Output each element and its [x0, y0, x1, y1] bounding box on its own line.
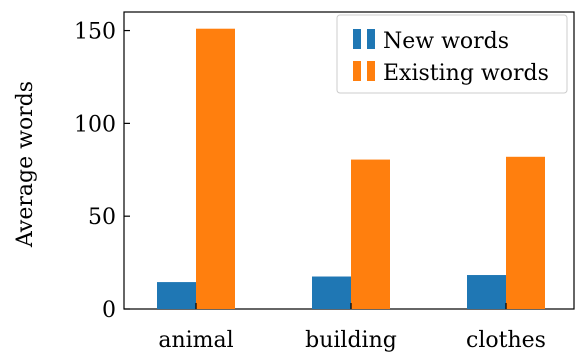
legend-swatch — [367, 29, 375, 49]
y-tick-label: 0 — [102, 298, 116, 323]
bar-new-words-animal — [157, 282, 196, 309]
bar-existing-words-building — [351, 159, 390, 309]
plot-area — [123, 11, 575, 310]
y-tick-label: 150 — [74, 20, 116, 45]
bar-existing-words-animal — [196, 28, 235, 310]
legend-frame — [336, 14, 568, 94]
y-tick-label: 50 — [88, 205, 116, 230]
x-tick-label: clothes — [466, 328, 546, 353]
bar-new-words-building — [312, 276, 351, 309]
legend-label: Existing words — [383, 61, 549, 86]
x-tick-label: animal — [158, 328, 233, 353]
legend-swatch — [367, 61, 375, 81]
legend-swatch — [353, 61, 361, 81]
legend-swatch — [353, 29, 361, 49]
y-axis-label: Average words — [13, 81, 38, 248]
bar-new-words-clothes — [467, 275, 506, 309]
bar-existing-words-clothes — [506, 156, 545, 309]
legend: New words Existing words — [336, 14, 568, 94]
y-axis: 0 50 100 150 — [74, 20, 130, 323]
y-tick-label: 100 — [74, 112, 116, 137]
x-tick-label: building — [305, 328, 397, 353]
legend-label: New words — [383, 29, 509, 54]
x-axis: animal building clothes — [158, 303, 546, 353]
